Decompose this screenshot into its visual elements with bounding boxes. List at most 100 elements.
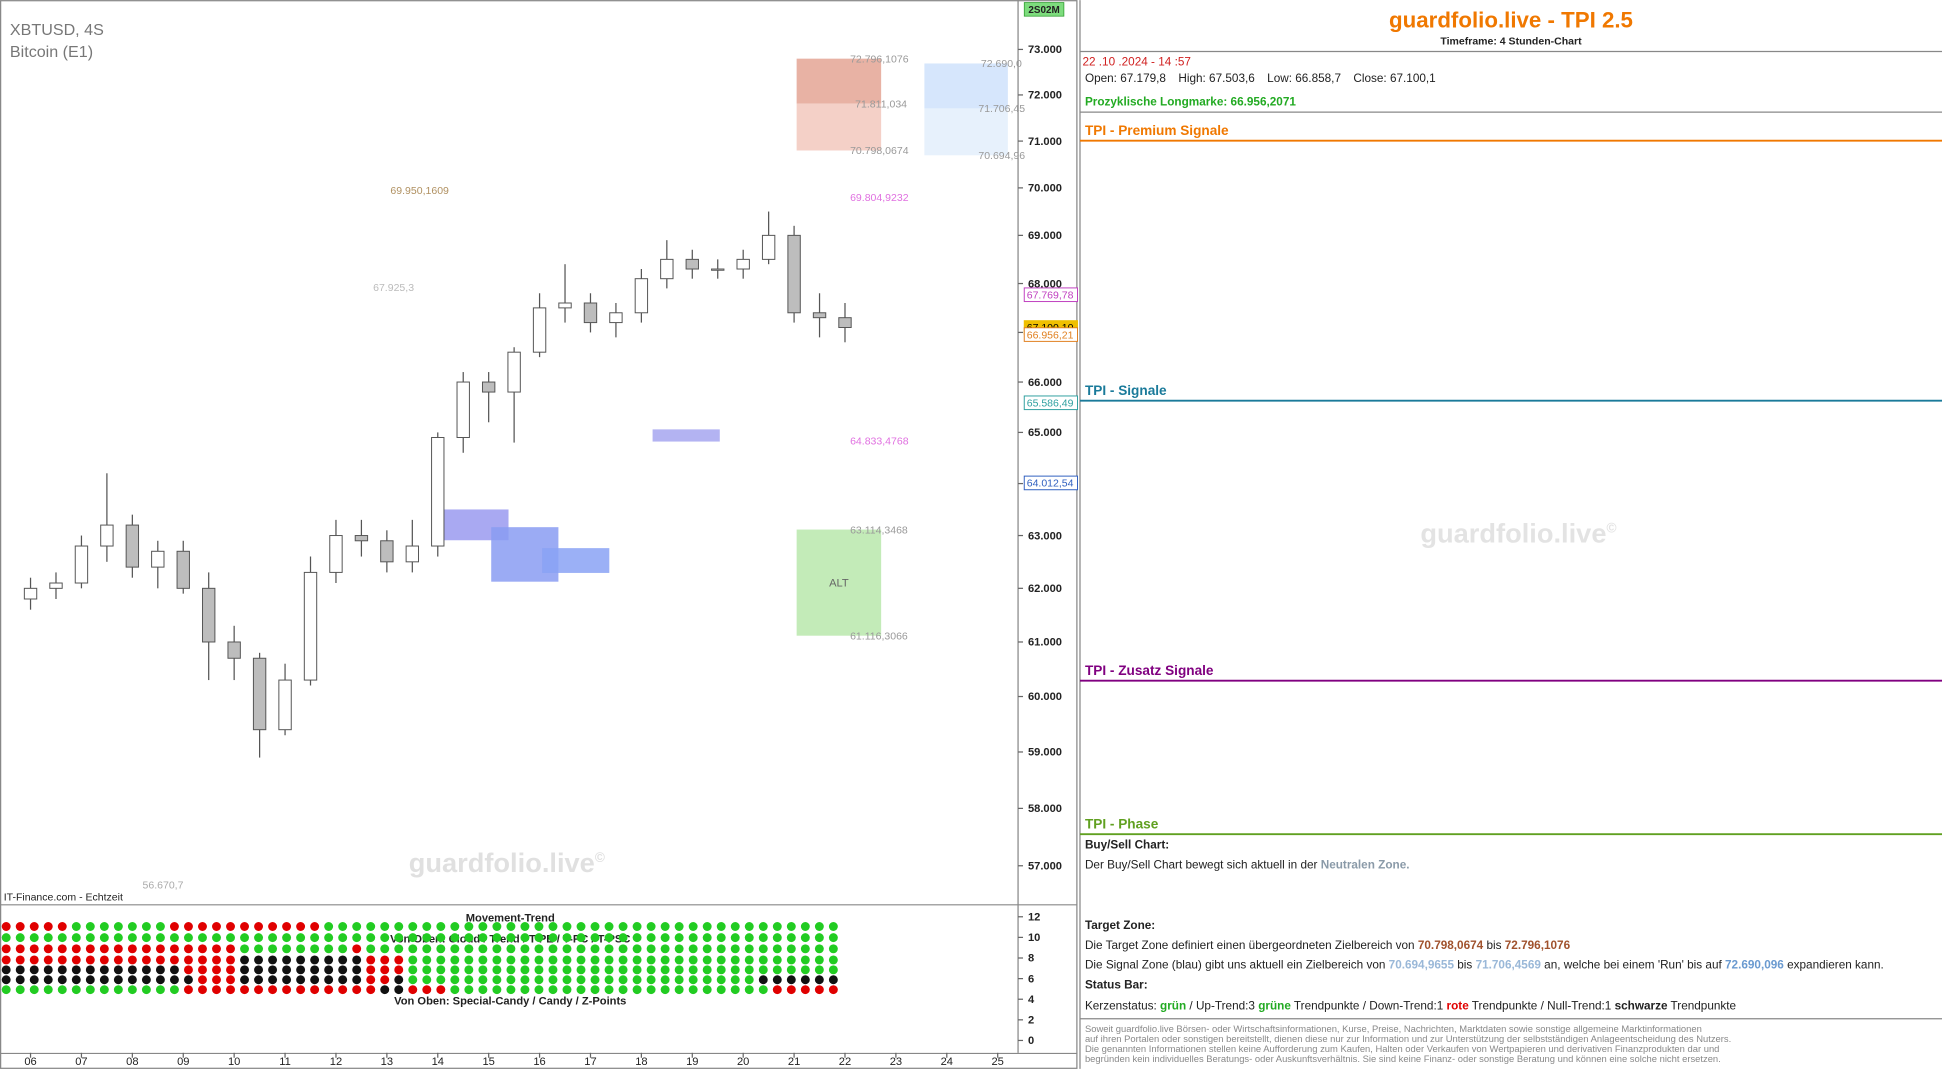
trend-dot (254, 944, 264, 954)
x-tick-label: 18 (635, 1056, 647, 1068)
section-title: TPI - Premium Signale (1085, 123, 1229, 138)
trend-dot (254, 933, 264, 943)
trend-dot (1, 955, 11, 965)
y-tick-label: 59.000 (1028, 747, 1062, 759)
trend-dot (464, 965, 474, 975)
trend-dot (772, 955, 782, 965)
heading: Status Bar: (1085, 978, 1148, 991)
trend-dot (15, 922, 25, 931)
trend-dot (520, 965, 530, 975)
trend-dot (169, 922, 179, 931)
trend-dot (422, 922, 432, 931)
trend-dot (548, 985, 558, 995)
trend-dot (310, 955, 320, 965)
trend-dot (183, 933, 193, 943)
trend-dot (380, 922, 390, 931)
segment: grün (1160, 999, 1186, 1012)
trend-dot (478, 975, 488, 985)
trend-dot (450, 955, 460, 965)
trend-dot (29, 933, 39, 943)
annotation: 69.950,1609 (390, 185, 449, 197)
trend-dot (828, 922, 838, 931)
trend-dot (155, 933, 165, 943)
trend-dot (618, 975, 628, 985)
trend-dot (786, 955, 796, 965)
segment: Die Signal Zone (blau) gibt uns aktuell … (1085, 959, 1389, 972)
trend-dot (1, 975, 11, 985)
trend-dot (800, 985, 810, 995)
trend-dot (268, 922, 278, 931)
trend-dot (85, 933, 95, 943)
watermark-text: guardfolio.live (409, 847, 595, 878)
indicator-subtitle: Von Oben: Special-Candy / Candy / Z-Poin… (394, 996, 626, 1008)
trend-dot (814, 933, 824, 943)
trend-dot (155, 922, 165, 931)
trend-dot (590, 985, 600, 995)
candle-body (202, 587, 216, 643)
trend-dot (814, 985, 824, 995)
trend-dot (758, 985, 768, 995)
trend-dot (310, 975, 320, 985)
trend-dot (422, 985, 432, 995)
trend-dot (71, 933, 81, 943)
annotation: 71.811,034 (855, 98, 907, 110)
trend-dot (352, 944, 362, 954)
trend-dot (744, 955, 754, 965)
zone (652, 429, 720, 442)
trend-dot (758, 933, 768, 943)
trend-dot (268, 965, 278, 975)
y-tick-label: 70.000 (1028, 183, 1062, 195)
price-label: 65.586,49 (1027, 397, 1074, 409)
trend-dot (534, 965, 544, 975)
trend-dot (394, 922, 404, 931)
trend-dot (310, 965, 320, 975)
trend-dot (702, 944, 712, 954)
annotation: 70.694,96 (978, 150, 1025, 162)
annotation: 72.690,0 (981, 58, 1022, 70)
trend-dot (660, 975, 670, 985)
candle-body (252, 657, 267, 731)
trend-dot (324, 944, 334, 954)
trend-dot (85, 975, 95, 985)
candle-body (49, 582, 63, 589)
trend-dot (422, 944, 432, 954)
ohlc: Open: 67.179,8 High: 67.503,6 Low: 66.858,… (1085, 72, 1436, 85)
source: IT-Finance.com - Echtzeit (4, 891, 123, 903)
trend-dot (268, 955, 278, 965)
trend-dot (212, 944, 221, 954)
trend-dot (29, 922, 39, 931)
price-label: 64.012,54 (1027, 478, 1074, 490)
trend-dot (786, 965, 796, 975)
trend-dot (43, 965, 53, 975)
trend-dot (43, 933, 53, 943)
trend-dot (716, 944, 726, 954)
disclaimer: Soweit guardfolio.live Börsen- oder Wirt… (1085, 1023, 1702, 1034)
info-line: Der Buy/Sell Chart bewegt sich aktuell i… (1085, 858, 1410, 871)
price-box (1023, 287, 1079, 303)
chart-frame (0, 0, 1078, 1069)
trend-dot (183, 955, 193, 965)
trend-dot (380, 985, 390, 995)
y-tick-label: 65.000 (1028, 427, 1062, 439)
trend-dot (562, 944, 572, 954)
time-label: 2S02M (1028, 5, 1059, 16)
segment: Der Buy/Sell Chart bewegt sich aktuell i… (1085, 858, 1321, 871)
trend-dot (772, 922, 782, 931)
trend-dot (380, 975, 390, 985)
trend-dot (226, 975, 235, 985)
annotation: 72.796,1076 (850, 53, 909, 65)
trend-dot (226, 933, 235, 943)
trend-dot (57, 922, 67, 931)
trend-dot (127, 955, 137, 965)
low: Low: 66.858,7 (1267, 72, 1341, 85)
trend-dot (113, 922, 123, 931)
segment: 72.796,1076 (1505, 939, 1571, 952)
trend-dot (57, 965, 67, 975)
trend-dot (464, 922, 474, 931)
trend-dot (71, 965, 81, 975)
panel-title: guardfolio.live - TPI 2.5 (1389, 7, 1633, 32)
trend-dot (408, 933, 418, 943)
trend-dot (520, 975, 530, 985)
trend-dot (618, 922, 628, 931)
trend-dot (576, 975, 586, 985)
